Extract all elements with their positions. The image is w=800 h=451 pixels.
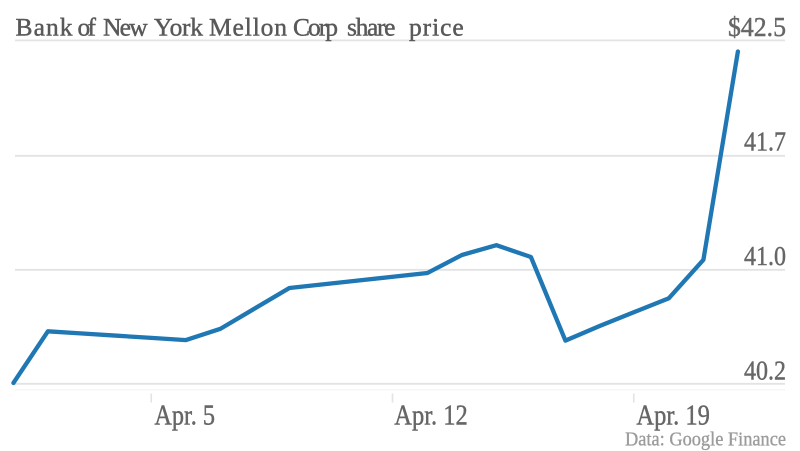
svg-text:Apr. 12: Apr. 12 bbox=[394, 400, 468, 431]
svg-text:$42.5: $42.5 bbox=[728, 11, 786, 42]
svg-text:41.0: 41.0 bbox=[744, 240, 786, 271]
svg-text:Apr. 19: Apr. 19 bbox=[636, 400, 710, 431]
svg-text:Data: Google Finance: Data: Google Finance bbox=[625, 429, 786, 451]
svg-text:41.7: 41.7 bbox=[744, 126, 786, 157]
svg-text:Apr. 5: Apr. 5 bbox=[154, 400, 215, 431]
svg-text:40.2: 40.2 bbox=[744, 355, 786, 386]
